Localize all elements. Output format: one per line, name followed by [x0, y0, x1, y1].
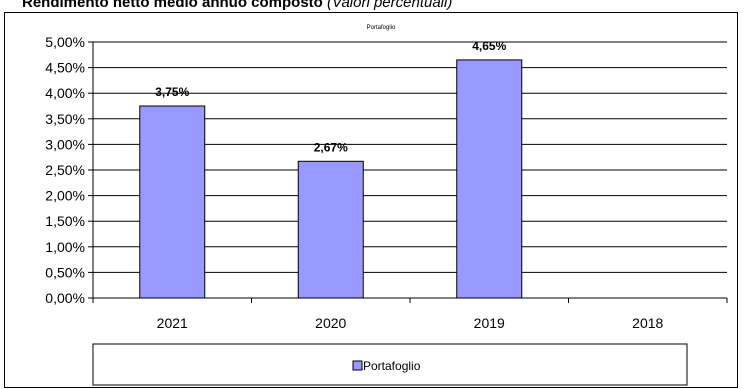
bar: [456, 59, 523, 299]
y-tick-label: 0,50%: [45, 264, 85, 280]
page-title-main: Rendimento netto medio annuo composto: [22, 0, 323, 11]
bar-data-label: 3,75%: [155, 85, 189, 99]
bar-data-label: 4,65%: [472, 39, 506, 53]
bar: [297, 160, 364, 299]
page-title: Rendimento netto medio annuo composto (V…: [22, 0, 452, 12]
y-tick-label: 3,00%: [45, 136, 85, 152]
y-tick-label: 4,00%: [45, 85, 85, 101]
x-tick-label: 2018: [632, 315, 663, 331]
x-tick-label: 2020: [315, 315, 346, 331]
y-tick-label: 2,00%: [45, 188, 85, 204]
legend-box: [92, 343, 688, 386]
y-tick-label: 0,00%: [45, 290, 85, 306]
x-tick-label: 2019: [474, 315, 505, 331]
x-tick-label: 2021: [157, 315, 188, 331]
chart-title: Portafoglio: [367, 25, 396, 31]
y-tick-label: 1,00%: [45, 239, 85, 255]
bar-data-label: 2,67%: [314, 140, 348, 154]
y-tick-label: 4,50%: [45, 60, 85, 76]
y-tick-label: 5,00%: [45, 34, 85, 50]
legend-label: Portafoglio: [363, 359, 421, 373]
bar-chart: Portafoglio 0,00% 0,50% 1,00% 1,50% 2,00% 2,50…: [45, 25, 728, 386]
chart-frame: Portafoglio 0,00% 0,50% 1,00% 1,50% 2,00% 2,50…: [4, 12, 738, 388]
y-tick-label: 2,50%: [45, 162, 85, 178]
legend-swatch: [352, 360, 363, 371]
bar: [139, 105, 206, 299]
page-title-subtitle: (Valori percentuali): [327, 0, 453, 11]
y-tick-label: 3,50%: [45, 111, 85, 127]
y-tick-label: 1,50%: [45, 213, 85, 229]
